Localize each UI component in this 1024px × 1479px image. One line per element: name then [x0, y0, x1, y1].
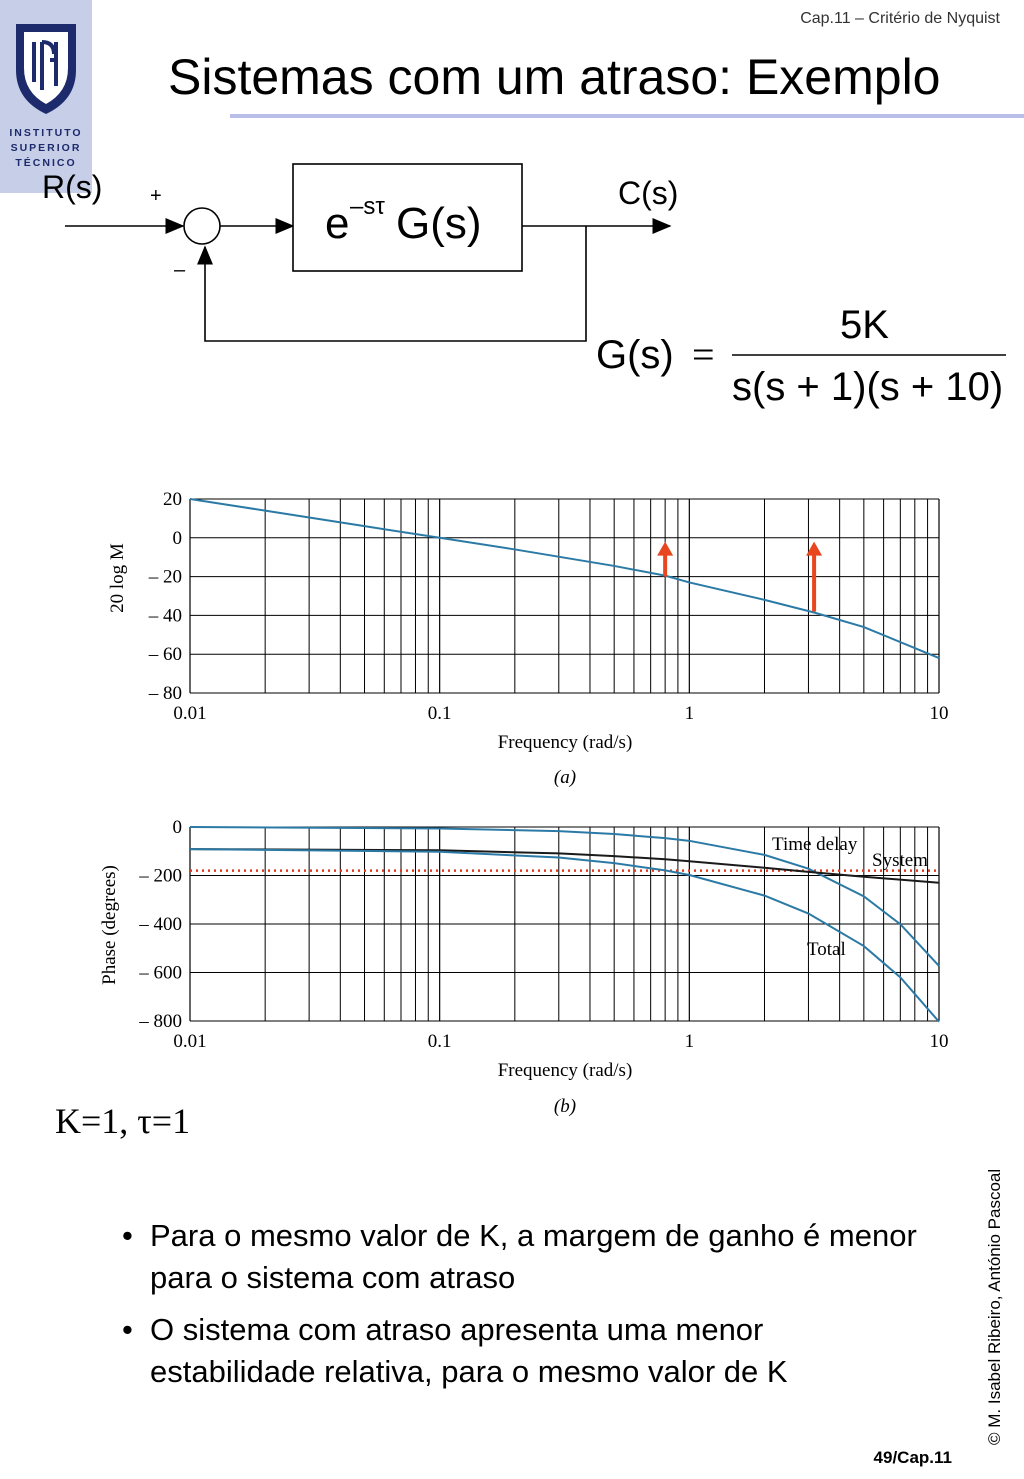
annotation-system: System — [872, 850, 928, 871]
y-tick-label: 0 — [173, 817, 183, 838]
bullet-item: • Para o mesmo valor de K, a margem de g… — [120, 1215, 920, 1299]
bullet-item: • O sistema com atraso apresenta uma men… — [120, 1309, 920, 1393]
bullet-list: • Para o mesmo valor de K, a margem de g… — [120, 1215, 920, 1403]
annotation-time-delay: Time delay — [772, 834, 858, 855]
page-title: Sistemas com um atraso: Exemplo — [168, 49, 941, 105]
chapter-header: Cap.11 – Critério de Nyquist — [800, 10, 1000, 27]
x-tick-label: 0.1 — [428, 1031, 452, 1052]
annotation-total: Total — [807, 939, 846, 960]
series-line-time-delay — [189, 826, 940, 967]
x-tick-label: 10 — [930, 1031, 949, 1052]
x-tick-label: 0.01 — [173, 703, 206, 724]
copyright: © M. Isabel Ribeiro, António Pascoal — [985, 1168, 1004, 1445]
y-tick-label: – 60 — [148, 644, 182, 665]
gs-lhs: G(s) — [596, 333, 674, 377]
x-tick-label: 1 — [685, 1031, 695, 1052]
gain-margin-arrow-head — [657, 541, 674, 556]
y-tick-label: – 800 — [138, 1011, 182, 1032]
x-tick-label: 0.01 — [173, 1031, 206, 1052]
phase-xlabel: Frequency (rad/s) — [498, 1060, 633, 1081]
y-tick-label: – 40 — [148, 605, 182, 626]
y-tick-label: 0 — [173, 528, 183, 549]
page-number: 49/Cap.11 — [873, 1448, 952, 1467]
series-line-0 — [189, 498, 940, 660]
title-rule — [230, 114, 1024, 118]
gain-margin-arrow-head — [806, 541, 823, 556]
gs-numerator: 5K — [840, 303, 889, 347]
parameter-values: K=1, τ=1 — [55, 1101, 191, 1141]
ist-logo: INSTITUTO SUPERIOR TÉCNICO — [0, 0, 92, 193]
x-tick-label: 1 — [685, 703, 695, 724]
output-label: C(s) — [618, 175, 678, 211]
input-label: R(s) — [42, 169, 102, 205]
y-tick-label: – 600 — [138, 963, 182, 984]
y-tick-label: – 80 — [148, 683, 182, 704]
magnitude-xlabel: Frequency (rad/s) — [498, 732, 633, 753]
y-tick-label: 20 — [163, 489, 182, 510]
magnitude-ylabel: 20 log M — [107, 543, 128, 613]
gs-denominator: s(s + 1)(s + 10) — [732, 365, 1003, 409]
bullet-text: Para o mesmo valor de K, a margem de gan… — [150, 1218, 917, 1295]
magnitude-caption: (a) — [554, 767, 576, 788]
y-tick-label: – 20 — [148, 567, 182, 588]
magnitude-grid — [189, 498, 940, 694]
series-line-system — [189, 848, 940, 884]
y-tick-label: – 200 — [138, 866, 182, 887]
feedback-path — [197, 226, 587, 342]
block-exponent: –sτ — [350, 193, 385, 220]
logo-text: INSTITUTO SUPERIOR TÉCNICO — [9, 127, 83, 169]
block-g: G(s) — [396, 199, 482, 248]
bullet-dot: • — [122, 1312, 133, 1347]
phase-ylabel: Phase (degrees) — [99, 865, 120, 985]
plant-block — [292, 163, 523, 272]
block-e: e — [325, 199, 349, 248]
phase-caption: (b) — [554, 1096, 576, 1117]
bullet-dot: • — [122, 1218, 133, 1253]
ist-shield-icon — [16, 24, 76, 114]
minus-sign: – — [174, 259, 186, 281]
block-diagram: R(s) + – C(s) e –sτ G(s) G(s) = 5K s(s +… — [42, 163, 1006, 409]
y-tick-label: – 400 — [138, 914, 182, 935]
x-tick-label: 0.1 — [428, 703, 452, 724]
series-line-total — [189, 848, 940, 1023]
x-tick-label: 10 — [930, 703, 949, 724]
bullet-text: O sistema com atraso apresenta uma menor… — [150, 1312, 788, 1389]
magnitude-plot: 20 0 – 20 – 40 – 60 – 800.01 0.1 1 10 Frequency … — [107, 489, 949, 788]
summing-junction — [183, 207, 221, 245]
gs-equals: = — [692, 332, 715, 377]
plus-sign: + — [150, 185, 162, 207]
